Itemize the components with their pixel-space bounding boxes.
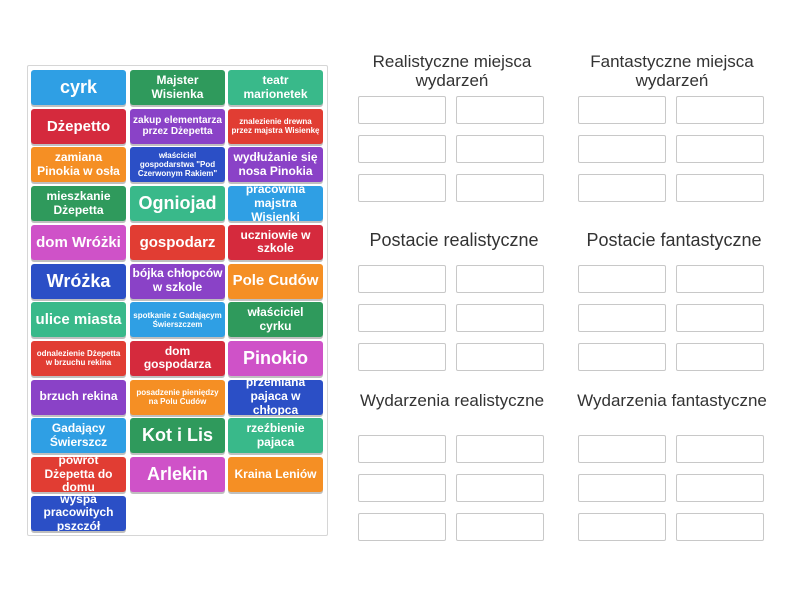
tile[interactable]: uczniowie w szkole xyxy=(228,224,323,260)
tile[interactable]: zakup elementarza przez Dżepetta xyxy=(130,108,225,144)
tile[interactable]: Gadający Świerszcz xyxy=(31,418,126,454)
group-postacie-realistyczne-drop-slot[interactable] xyxy=(456,343,544,371)
group-wydarzenia-realistyczne-drop-slot[interactable] xyxy=(456,435,544,463)
tile[interactable]: zamiana Pinokia w osła xyxy=(31,147,126,183)
tile[interactable]: posadzenie pieniędzy na Polu Cudów xyxy=(130,379,225,415)
group-wydarzenia-fantastyczne-drop-slot[interactable] xyxy=(676,435,764,463)
group-postacie-realistyczne-title: Postacie realistyczne xyxy=(369,230,539,250)
group-wydarzenia-fantastyczne-drop-slot[interactable] xyxy=(676,474,764,502)
tile[interactable]: Pole Cudów xyxy=(228,263,323,299)
group-postacie-realistyczne-drop-slot[interactable] xyxy=(456,304,544,332)
tile[interactable]: właściciel cyrku xyxy=(228,302,323,338)
tile[interactable]: dom Wróżki xyxy=(31,224,126,260)
tile[interactable]: ulice miasta xyxy=(31,302,126,338)
group-realistyczne-miejsca-drop-slot[interactable] xyxy=(456,135,544,163)
tile[interactable]: rzeźbienie pajaca xyxy=(228,418,323,454)
group-realistyczne-miejsca-drop-slot[interactable] xyxy=(358,96,446,124)
group-postacie-fantastyczne-drop-slot[interactable] xyxy=(676,265,764,293)
tile[interactable]: spotkanie z Gadającym Świerszczem xyxy=(130,302,225,338)
group-realistyczne-miejsca-drop-slot[interactable] xyxy=(358,174,446,202)
tile[interactable]: powrót Dżepetta do domu xyxy=(31,457,126,492)
group-fantastyczne-miejsca-drop-slot[interactable] xyxy=(578,174,666,202)
group-fantastyczne-miejsca-drop-slot[interactable] xyxy=(578,135,666,163)
group-wydarzenia-fantastyczne-drop-slot[interactable] xyxy=(578,435,666,463)
tile[interactable]: bójka chłopców w szkole xyxy=(130,263,225,299)
tile[interactable]: Majster Wisienka xyxy=(130,70,225,105)
tile[interactable]: wydłużanie się nosa Pinokia xyxy=(228,147,323,183)
tile[interactable]: Kot i Lis xyxy=(130,418,225,454)
tile[interactable]: cyrk xyxy=(31,70,126,105)
group-wydarzenia-realistyczne-drop-slot[interactable] xyxy=(456,474,544,502)
group-fantastyczne-miejsca-drop-slot[interactable] xyxy=(578,96,666,124)
group-realistyczne-miejsca-drop-slot[interactable] xyxy=(358,135,446,163)
group-postacie-fantastyczne-drop-slot[interactable] xyxy=(578,343,666,371)
tile[interactable]: gospodarz xyxy=(130,224,225,260)
group-postacie-fantastyczne-drop-slot[interactable] xyxy=(676,343,764,371)
group-wydarzenia-realistyczne-drop-slot[interactable] xyxy=(358,435,446,463)
group-realistyczne-miejsca-drop-slot[interactable] xyxy=(456,174,544,202)
group-fantastyczne-miejsca-title: Fantastyczne miejsca wydarzeń xyxy=(590,52,754,90)
group-postacie-fantastyczne-drop-slot[interactable] xyxy=(578,265,666,293)
group-wydarzenia-fantastyczne-title: Wydarzenia fantastyczne xyxy=(577,391,767,410)
tile[interactable]: właściciel gospodarstwa "Pod Czerwonym R… xyxy=(130,147,225,183)
tile[interactable]: Arlekin xyxy=(130,457,225,492)
tile[interactable]: Pinokio xyxy=(228,340,323,376)
tile[interactable]: pracownia majstra Wisienki xyxy=(228,186,323,222)
tile[interactable]: odnalezienie Dżepetta w brzuchu rekina xyxy=(31,340,126,376)
group-postacie-realistyczne-drop-slot[interactable] xyxy=(456,265,544,293)
group-wydarzenia-fantastyczne-drop-slot[interactable] xyxy=(578,474,666,502)
group-wydarzenia-realistyczne-drop-slot[interactable] xyxy=(358,513,446,541)
group-realistyczne-miejsca-title: Realistyczne miejsca wydarzeń xyxy=(372,52,532,90)
group-wydarzenia-fantastyczne-drop-slot[interactable] xyxy=(676,513,764,541)
group-wydarzenia-realistyczne-drop-slot[interactable] xyxy=(456,513,544,541)
group-fantastyczne-miejsca-drop-slot[interactable] xyxy=(676,96,764,124)
tile[interactable]: dom gospodarza xyxy=(130,340,225,376)
group-postacie-realistyczne-drop-slot[interactable] xyxy=(358,343,446,371)
group-postacie-fantastyczne-title: Postacie fantastyczne xyxy=(586,230,762,250)
group-postacie-realistyczne-drop-slot[interactable] xyxy=(358,304,446,332)
group-fantastyczne-miejsca-drop-slot[interactable] xyxy=(676,174,764,202)
tile[interactable]: wyspa pracowitych pszczół xyxy=(31,495,126,531)
group-fantastyczne-miejsca-drop-slot[interactable] xyxy=(676,135,764,163)
group-wydarzenia-realistyczne-drop-slot[interactable] xyxy=(358,474,446,502)
tile[interactable]: teatr marionetek xyxy=(228,70,323,105)
tile[interactable]: przemiana pajaca w chłopca xyxy=(228,379,323,415)
tile[interactable]: Wróżka xyxy=(31,263,126,299)
tile[interactable]: znalezienie drewna przez majstra Wisienk… xyxy=(228,108,323,144)
group-wydarzenia-realistyczne-title: Wydarzenia realistyczne xyxy=(359,391,545,410)
group-postacie-fantastyczne-drop-slot[interactable] xyxy=(676,304,764,332)
group-postacie-fantastyczne-drop-slot[interactable] xyxy=(578,304,666,332)
group-realistyczne-miejsca-drop-slot[interactable] xyxy=(456,96,544,124)
tile[interactable]: brzuch rekina xyxy=(31,379,126,415)
tile[interactable]: Kraina Leniów xyxy=(228,457,323,492)
tile[interactable]: Dżepetto xyxy=(31,108,126,144)
tile[interactable]: Ogniojad xyxy=(130,186,225,222)
tile[interactable]: mieszkanie Dżepetta xyxy=(31,186,126,222)
group-postacie-realistyczne-drop-slot[interactable] xyxy=(358,265,446,293)
group-wydarzenia-fantastyczne-drop-slot[interactable] xyxy=(578,513,666,541)
